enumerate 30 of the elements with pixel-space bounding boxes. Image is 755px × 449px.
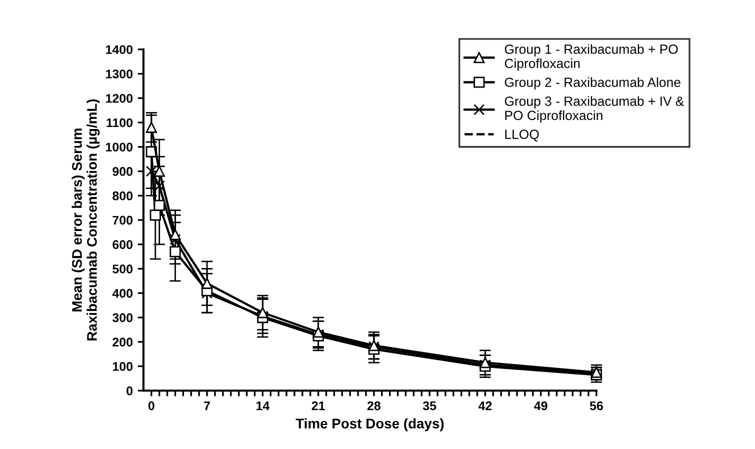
y-tick-label: 100 <box>112 362 133 371</box>
x-tick-label: 7 <box>204 402 210 410</box>
x-tick-label: 56 <box>590 401 603 410</box>
x-tick-label: 0 <box>148 401 154 410</box>
x-tick-label: 35 <box>422 401 436 410</box>
y-tick-label: 500 <box>112 264 133 274</box>
y-tick-label: 200 <box>112 338 133 347</box>
y-tick-label: 700 <box>112 216 133 225</box>
x-tick-label: 42 <box>478 401 492 410</box>
x-tick-label: 28 <box>367 401 380 410</box>
y-tick-label: 800 <box>112 191 133 200</box>
y-tick-label: 1000 <box>106 142 133 152</box>
x-axis-title: Time Post Dose (days) <box>296 418 444 432</box>
y-tick-label: 1100 <box>106 118 133 128</box>
x-tick-label: 21 <box>312 401 325 410</box>
legend-label: LLOQ <box>505 130 539 142</box>
y-axis-title: Mean (SD error bars) Serum Raxibacumab Concentration (µg/mL) <box>72 99 100 340</box>
y-tick-label: 0 <box>126 386 133 396</box>
legend-label: Group 2 - Raxibacumab Alone <box>504 77 680 90</box>
y-tick-label: 900 <box>112 167 133 176</box>
y-tick-label: 1200 <box>106 94 133 103</box>
legend-label: Group 3 - Raxibacumab + IV & PO Ciprofloxacin <box>504 96 684 123</box>
x-tick-label: 49 <box>534 401 548 410</box>
x-tick-label: 14 <box>256 402 270 410</box>
y-tick-label: 1400 <box>106 45 133 54</box>
y-tick-label: 600 <box>112 240 133 250</box>
y-tick-label: 1300 <box>106 70 133 78</box>
y-tick-label: 400 <box>112 288 133 298</box>
legend-label: Group 1 - Raxibacumab + PO Ciprofloxacin <box>504 44 678 71</box>
y-tick-label: 300 <box>112 313 133 322</box>
